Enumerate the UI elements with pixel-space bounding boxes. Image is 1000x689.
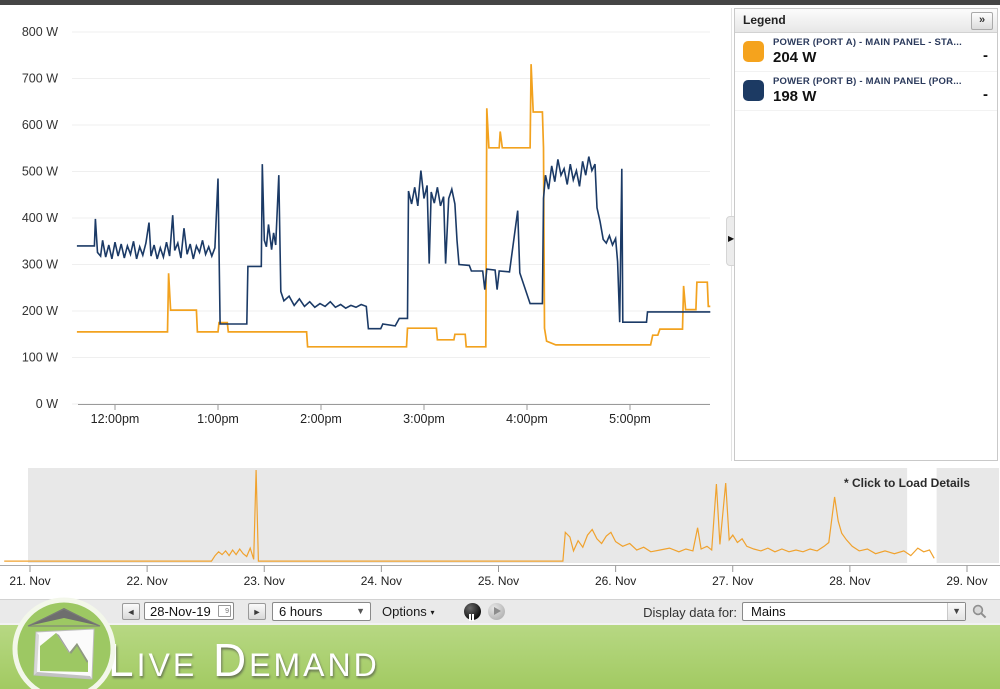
search-button[interactable] — [971, 603, 988, 620]
date-value: 28-Nov-19 — [150, 604, 211, 619]
options-menu-button[interactable]: Options ▾ — [382, 604, 435, 619]
chevron-down-icon: ▼ — [356, 606, 365, 616]
navigator-tick-label: 22. Nov — [126, 574, 167, 588]
pause-icon — [469, 608, 476, 621]
x-tick-label: 12:00pm — [91, 412, 140, 426]
search-icon — [972, 604, 987, 619]
series-b-label: POWER (PORT B) - MAIN PANEL (POR... — [773, 76, 962, 87]
date-input[interactable]: 28-Nov-19 9 — [144, 602, 234, 620]
navigator-mask-right[interactable] — [936, 468, 999, 563]
y-tick-label: 200 W — [22, 304, 58, 318]
interval-value: 6 hours — [279, 604, 323, 619]
legend-title: Legend — [743, 13, 786, 27]
series-a-label: POWER (PORT A) - MAIN PANEL - STA... — [773, 37, 962, 48]
app-logo — [12, 597, 116, 689]
display-data-select[interactable]: Mains ▼ — [742, 602, 966, 621]
y-tick-label: 0 W — [36, 397, 58, 411]
series-b-value: 198 W — [773, 88, 817, 105]
next-period-button[interactable]: ► — [248, 603, 266, 620]
navigator-selected-range[interactable] — [907, 468, 937, 563]
date-range-navigator[interactable]: 21. Nov 22. Nov 23. Nov 24. Nov 25. Nov 26. N… — [0, 466, 1000, 594]
footer-bar: Live Demand — [0, 623, 1000, 689]
pause-button[interactable] — [464, 603, 481, 621]
series-b-dash: - — [983, 86, 988, 103]
x-tick-label: 4:00pm — [506, 412, 548, 426]
series-a-swatch — [743, 41, 764, 62]
navigator-tick-label: 23. Nov — [244, 574, 285, 588]
navigator-tick-label: 26. Nov — [595, 574, 636, 588]
navigator-mask-left[interactable] — [28, 468, 908, 563]
series-line-port-a — [76, 64, 711, 348]
logo-chart-shape — [33, 628, 95, 680]
logo-roof-shape — [28, 608, 100, 626]
y-tick-label: 100 W — [22, 351, 58, 365]
legend-item-port-b[interactable]: POWER (PORT B) - MAIN PANEL (POR... 198 … — [735, 72, 997, 111]
main-power-chart[interactable]: 0 W 100 W 200 W 300 W 400 W 500 W 600 W 700 W 80… — [0, 5, 733, 465]
navigator-tick-label: 25. Nov — [478, 574, 519, 588]
legend-header: Legend » — [735, 9, 997, 33]
y-tick-label: 300 W — [22, 258, 58, 272]
legend-panel: Legend » POWER (PORT A) - MAIN PANEL - S… — [734, 8, 998, 461]
y-tick-label: 600 W — [22, 118, 58, 132]
series-a-dash: - — [983, 47, 988, 64]
previous-period-button[interactable]: ◄ — [122, 603, 140, 620]
main-chart-area[interactable]: 0 W 100 W 200 W 300 W 400 W 500 W 600 W 700 W 80… — [0, 5, 733, 465]
calendar-icon[interactable]: 9 — [218, 605, 231, 617]
x-tick-label: 2:00pm — [300, 412, 342, 426]
x-tick-label: 3:00pm — [403, 412, 445, 426]
navigator-series-line — [4, 469, 935, 562]
y-tick-label: 500 W — [22, 165, 58, 179]
x-tick-label: 1:00pm — [197, 412, 239, 426]
navigator-chart[interactable]: 21. Nov 22. Nov 23. Nov 24. Nov 25. Nov 26. N… — [0, 466, 1000, 594]
y-tick-label: 700 W — [22, 72, 58, 86]
click-to-load-note: * Click to Load Details — [843, 476, 970, 490]
top-bar — [0, 0, 1000, 5]
toolbar: ◄ 28-Nov-19 9 ► 6 hours ▼ Options ▾ Disp… — [0, 599, 1000, 624]
navigator-tick-label: 29. Nov — [946, 574, 987, 588]
page-title: Live Demand — [108, 634, 380, 686]
legend-expand-button[interactable]: » — [971, 12, 993, 30]
y-tick-label: 800 W — [22, 25, 58, 39]
chevron-down-icon: ▼ — [952, 606, 961, 616]
x-tick-label: 5:00pm — [609, 412, 651, 426]
play-button[interactable] — [488, 603, 505, 620]
y-tick-label: 400 W — [22, 211, 58, 225]
interval-select[interactable]: 6 hours ▼ — [272, 602, 371, 621]
series-a-value: 204 W — [773, 49, 817, 66]
series-line-port-b — [76, 156, 711, 330]
navigator-tick-label: 27. Nov — [712, 574, 753, 588]
legend-item-port-a[interactable]: POWER (PORT A) - MAIN PANEL - STA... 204… — [735, 33, 997, 72]
caret-down-icon: ▾ — [430, 608, 435, 617]
navigator-tick-label: 28. Nov — [829, 574, 870, 588]
display-data-for-label: Display data for: — [643, 605, 737, 620]
display-data-value: Mains — [751, 604, 786, 619]
play-icon — [494, 607, 501, 615]
navigator-tick-label: 21. Nov — [9, 574, 50, 588]
series-b-swatch — [743, 80, 764, 101]
navigator-tick-label: 24. Nov — [361, 574, 402, 588]
splitter-arrow-icon: ▶ — [728, 234, 735, 243]
